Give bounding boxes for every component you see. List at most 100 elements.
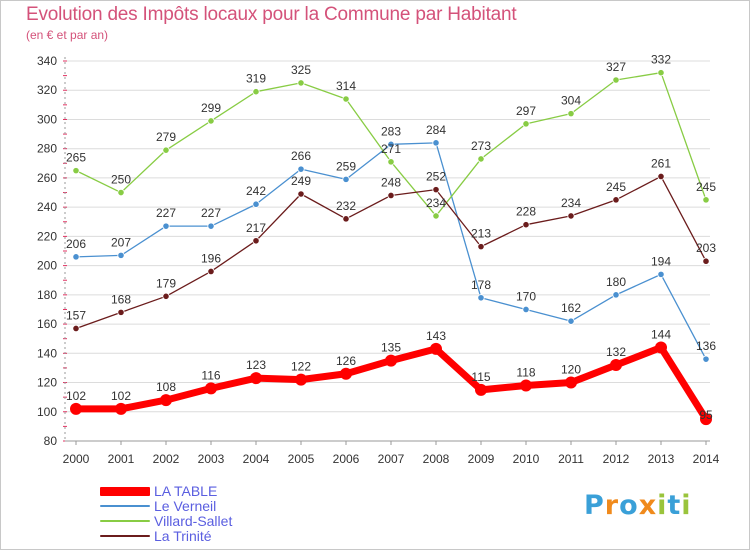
y-tick-label: 200 bbox=[37, 259, 57, 273]
data-label: 95 bbox=[699, 408, 713, 422]
data-point bbox=[207, 117, 215, 125]
data-point bbox=[475, 383, 487, 396]
data-point bbox=[387, 158, 395, 166]
legend-label: LA TABLE bbox=[154, 483, 218, 499]
logo-letter: r bbox=[604, 490, 620, 521]
y-tick-label: 100 bbox=[37, 405, 57, 419]
data-point bbox=[115, 402, 127, 415]
x-tick-label: 2008 bbox=[423, 452, 450, 466]
data-label: 206 bbox=[66, 237, 86, 251]
data-label: 213 bbox=[471, 227, 491, 241]
data-label: 327 bbox=[606, 60, 626, 74]
data-label: 126 bbox=[336, 354, 356, 368]
data-point bbox=[430, 342, 442, 355]
data-label: 207 bbox=[111, 235, 131, 249]
data-label: 144 bbox=[651, 327, 671, 341]
legend-label: Villard-Sallet bbox=[154, 513, 233, 529]
legend-swatch bbox=[100, 520, 150, 522]
x-tick-label: 2002 bbox=[153, 452, 180, 466]
data-label: 227 bbox=[201, 206, 221, 220]
data-point bbox=[702, 355, 710, 363]
x-tick-label: 2000 bbox=[63, 452, 90, 466]
data-label: 179 bbox=[156, 276, 176, 290]
x-tick-label: 2006 bbox=[333, 452, 360, 466]
data-label: 203 bbox=[696, 241, 716, 255]
y-tick-label: 320 bbox=[37, 83, 57, 97]
data-label: 196 bbox=[201, 251, 221, 265]
data-label: 297 bbox=[516, 104, 536, 118]
logo-letter: P bbox=[584, 490, 605, 521]
data-point bbox=[567, 212, 575, 220]
data-point bbox=[565, 376, 577, 389]
data-label: 228 bbox=[516, 205, 536, 219]
data-point bbox=[162, 146, 170, 154]
chart-title: Evolution des Impôts locaux pour la Comm… bbox=[26, 4, 517, 25]
x-tick-label: 2007 bbox=[378, 452, 405, 466]
x-tick-label: 2013 bbox=[648, 452, 675, 466]
data-point bbox=[477, 155, 485, 163]
data-label: 135 bbox=[381, 341, 401, 355]
data-label: 168 bbox=[111, 292, 131, 306]
data-label: 122 bbox=[291, 360, 311, 374]
data-label: 115 bbox=[471, 370, 490, 384]
data-point bbox=[655, 341, 667, 354]
data-label: 283 bbox=[381, 124, 401, 138]
y-tick-label: 120 bbox=[37, 376, 57, 390]
data-point bbox=[657, 270, 665, 278]
data-point bbox=[207, 267, 215, 276]
data-point bbox=[72, 324, 80, 333]
data-point bbox=[477, 243, 485, 251]
series-line-la-trinit- bbox=[75, 175, 707, 330]
data-point bbox=[340, 367, 352, 380]
data-point bbox=[520, 379, 532, 392]
data-point bbox=[610, 359, 622, 371]
data-label: 248 bbox=[381, 175, 401, 189]
data-point bbox=[432, 139, 440, 147]
data-point bbox=[297, 79, 305, 87]
y-tick-label: 180 bbox=[37, 288, 57, 302]
data-label: 259 bbox=[336, 159, 356, 173]
data-label: 273 bbox=[471, 139, 491, 153]
legend-swatch bbox=[100, 535, 150, 537]
data-label: 227 bbox=[156, 206, 176, 220]
y-tick-label: 280 bbox=[37, 142, 57, 156]
x-tick-label: 2003 bbox=[198, 452, 225, 466]
data-point bbox=[117, 188, 125, 197]
data-label: 118 bbox=[516, 365, 535, 379]
data-point bbox=[612, 291, 620, 299]
x-tick-label: 2005 bbox=[288, 452, 315, 466]
data-label: 180 bbox=[606, 275, 626, 289]
data-label: 325 bbox=[291, 63, 311, 77]
data-label: 132 bbox=[606, 345, 626, 359]
data-label: 249 bbox=[291, 174, 311, 188]
data-label: 279 bbox=[156, 130, 176, 144]
data-point bbox=[385, 354, 397, 367]
data-label: 162 bbox=[561, 301, 581, 315]
y-tick-label: 160 bbox=[37, 317, 57, 331]
data-point bbox=[70, 402, 82, 415]
data-label: 136 bbox=[696, 339, 716, 353]
data-label: 261 bbox=[651, 156, 671, 170]
logo-letter: t bbox=[667, 490, 682, 521]
data-point bbox=[702, 196, 710, 204]
data-label: 232 bbox=[336, 199, 356, 213]
logo-letter: i bbox=[681, 490, 692, 521]
data-point bbox=[567, 317, 575, 325]
y-tick-label: 240 bbox=[37, 200, 57, 214]
data-point bbox=[162, 292, 170, 300]
data-label: 178 bbox=[471, 278, 491, 292]
data-label: 250 bbox=[111, 173, 131, 187]
data-label: 143 bbox=[426, 329, 446, 343]
y-tick-label: 220 bbox=[37, 229, 57, 243]
logo-letter: o bbox=[619, 490, 639, 521]
x-tick-label: 2012 bbox=[603, 452, 630, 466]
x-tick-label: 2001 bbox=[108, 452, 135, 466]
x-tick-label: 2014 bbox=[693, 452, 720, 466]
data-point bbox=[522, 120, 530, 128]
data-label: 194 bbox=[651, 254, 671, 268]
y-tick-label: 80 bbox=[44, 434, 58, 448]
data-point bbox=[342, 95, 350, 103]
data-point bbox=[297, 165, 305, 173]
